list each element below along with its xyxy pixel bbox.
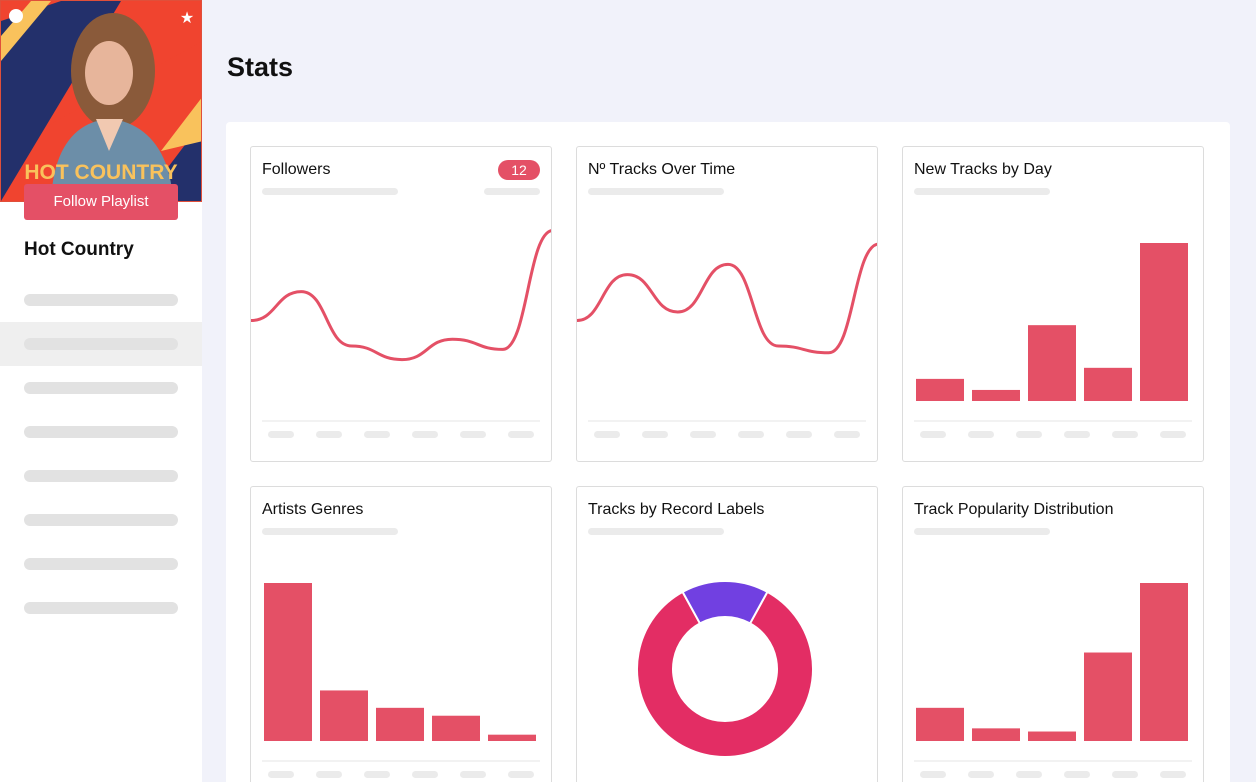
card-tracks-by-record-labels: Tracks by Record Labels [576,486,878,782]
tracks-over-time-chart [577,243,877,438]
x-tick-label [460,431,486,438]
bar [264,583,312,741]
placeholder-bar [914,528,1050,535]
x-tick-label [1112,431,1138,438]
sidebar-item[interactable] [0,278,202,322]
bar [916,378,964,401]
donut-slice [636,590,814,758]
record-labels-chart [636,580,814,758]
placeholder-bar [24,294,178,306]
x-tick-label [968,431,994,438]
bar [916,707,964,741]
new-tracks-by-day-chart [914,243,1192,438]
bar [1084,652,1132,741]
card-tracks-over-time: Nº Tracks Over Time [576,146,878,462]
playlist-name: Hot Country [24,239,134,260]
followers-chart [251,229,551,438]
x-tick-label [412,771,438,778]
sidebar-item[interactable] [0,586,202,630]
x-tick-label [920,771,946,778]
placeholder-bar [588,528,724,535]
page-title: Stats [227,52,294,82]
x-tick-label [508,431,534,438]
followers-count-badge: 12 [498,160,540,180]
x-tick-label [1016,771,1042,778]
x-tick-label [316,771,342,778]
bar [1140,243,1188,401]
sidebar-item-active[interactable] [0,322,202,366]
playlist-cover: ★ HOT COUNTRY [0,0,202,202]
x-tick-label [738,431,764,438]
placeholder-bar [24,602,178,614]
x-tick-label [968,771,994,778]
x-tick-label [268,431,294,438]
card-title: Nº Tracks Over Time [588,161,736,178]
x-tick-label [364,431,390,438]
bar [376,707,424,741]
placeholder-bar [588,188,724,195]
x-tick-label [642,431,668,438]
bar [432,715,480,741]
card-title: Followers [262,161,331,178]
placeholder-bar [484,188,540,195]
x-tick-label [690,431,716,438]
card-new-tracks-by-day: New Tracks by Day [902,146,1204,462]
x-tick-label [1160,431,1186,438]
placeholder-bar [262,188,398,195]
sidebar-item[interactable] [0,410,202,454]
x-tick-label [594,431,620,438]
placeholder-bar [24,514,178,526]
sidebar-item[interactable] [0,542,202,586]
x-tick-label [268,771,294,778]
x-tick-label [834,431,860,438]
bar [1084,367,1132,401]
placeholder-bar [24,470,178,482]
bar [1140,583,1188,741]
x-tick-label [1064,431,1090,438]
placeholder-bar [24,558,178,570]
card-track-popularity: Track Popularity Distribution [902,486,1204,782]
placeholder-bar [24,338,178,350]
placeholder-bar [914,188,1050,195]
x-tick-label [364,771,390,778]
card-artists-genres: Artists Genres [250,486,552,782]
artists-genres-chart [262,583,540,778]
sidebar-item[interactable] [0,454,202,498]
x-tick-label [1064,771,1090,778]
card-title: Tracks by Record Labels [588,501,765,518]
series-line [251,229,551,362]
bar [972,389,1020,401]
x-tick-label [316,431,342,438]
sidebar-item[interactable] [0,498,202,542]
x-tick-label [1160,771,1186,778]
series-line [577,243,877,355]
x-tick-label [786,431,812,438]
card-title: Artists Genres [262,501,364,518]
card-followers: Followers 12 [250,146,552,462]
x-tick-label [508,771,534,778]
x-tick-label [460,771,486,778]
card-title: Track Popularity Distribution [914,501,1114,518]
spotify-icon [9,9,23,23]
x-tick-label [412,431,438,438]
bar [320,690,368,741]
follow-playlist-button[interactable]: Follow Playlist [24,184,178,220]
placeholder-bar [24,382,178,394]
bar [1028,325,1076,401]
sidebar-item[interactable] [0,366,202,410]
sidebar: ★ HOT COUNTRY Follow Playlist Hot Countr… [0,0,202,782]
star-icon: ★ [180,10,194,27]
x-tick-label [920,431,946,438]
donut-slice [681,580,769,625]
card-title: New Tracks by Day [914,161,1052,178]
x-tick-label [1016,431,1042,438]
placeholder-bar [24,426,178,438]
bar [972,728,1020,741]
bar [488,734,536,741]
x-tick-label [1112,771,1138,778]
placeholder-bar [262,528,398,535]
track-popularity-chart [914,583,1192,778]
bar [1028,731,1076,741]
cover-title: HOT COUNTRY [24,161,177,184]
